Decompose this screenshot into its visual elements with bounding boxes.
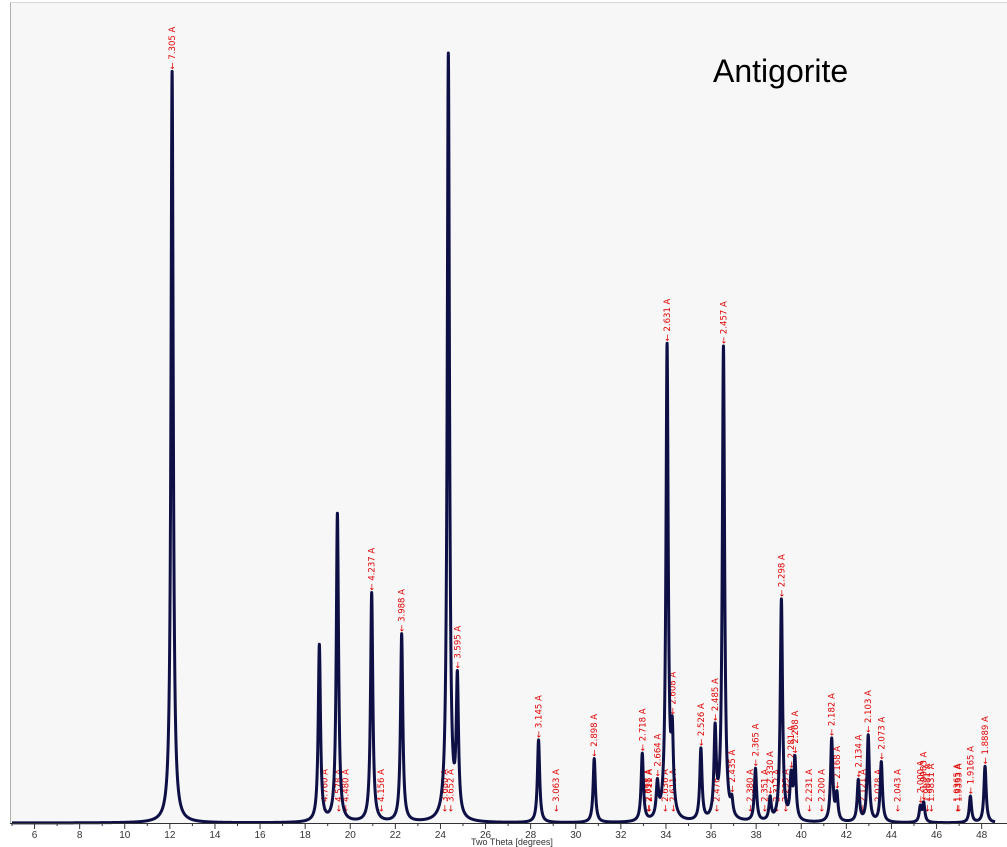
peak-label: ← 2.457 A — [720, 301, 730, 344]
x-tick-label: 32 — [615, 830, 627, 841]
chart-title: Antigorite — [713, 53, 848, 89]
diffraction-pattern-line — [10, 51, 997, 825]
peak-label: ← 7.305 A — [168, 27, 178, 70]
peak-label: ← 2.330 A — [766, 751, 776, 794]
x-tick-label: 40 — [796, 830, 808, 841]
peak-label: ← 2.631 A — [663, 298, 673, 341]
peak-label: ← 2.636 A — [661, 769, 671, 812]
peak-label: ← 2.608 A — [668, 672, 678, 715]
peak-label: ← 1.9881 A — [923, 763, 933, 811]
peak-label: ← 1.9365 A — [953, 763, 963, 811]
peak-label: ← 2.664 A — [653, 734, 663, 777]
peak-label: ← 2.168 A — [833, 746, 843, 789]
peak-label: ← 2.351 A — [761, 769, 771, 812]
x-tick-label: 18 — [300, 830, 312, 841]
peak-label: ← 4.156 A — [377, 769, 387, 812]
peak-label: ← 2.000 A — [916, 760, 926, 803]
x-tick-label: 22 — [390, 830, 402, 841]
peak-label: ← 2.898 A — [590, 714, 600, 757]
x-tick-label: 38 — [751, 830, 763, 841]
peak-label: ← 4.237 A — [368, 548, 378, 591]
peak-label: ← 4.578 A — [335, 769, 345, 812]
peak-label: ← 2.526 A — [697, 703, 707, 746]
peak-label: ← 3.145 A — [535, 695, 545, 738]
peak-label: ← 2.380 A — [746, 769, 756, 812]
peak-label: ← 3.595 A — [453, 626, 463, 669]
peak-label: ← 2.476 A — [713, 769, 723, 812]
peak-label: ← 1.9831 A — [927, 763, 937, 811]
peak-label: ← 3.988 A — [398, 589, 408, 632]
peak-label: ← 4.760 A — [320, 769, 330, 812]
x-tick-label: 28 — [525, 830, 537, 841]
peak-label: ← 3.063 A — [552, 769, 562, 812]
x-axis-ticks: 6 8 10 12 14 16 18 20 22 24 26 28 30 32 34 36 38 40 42 44 46… — [11, 823, 988, 841]
x-tick-label: 24 — [435, 830, 447, 841]
plot-background — [10, 2, 1007, 823]
x-tick-label: 34 — [660, 830, 672, 841]
peak-label: ← 2.298 A — [777, 554, 787, 597]
peak-label: ← 2.718 A — [638, 708, 648, 751]
x-tick-label: 16 — [254, 830, 266, 841]
peak-label: ← 2.268 A — [791, 711, 801, 754]
x-tick-label: 44 — [886, 830, 898, 841]
peak-label: ← 2.103 A — [864, 690, 874, 733]
x-tick-label: 12 — [164, 830, 176, 841]
x-tick-label: 8 — [77, 830, 83, 841]
x-tick-label: 36 — [705, 830, 717, 841]
peak-label: ← 2.073 A — [877, 717, 887, 760]
x-tick-label: 14 — [209, 830, 221, 841]
peak-label: ← 2.121 A — [859, 769, 869, 812]
peak-label: ← 3.680 A — [440, 769, 450, 812]
peak-label: ← 1.9333 A — [955, 763, 965, 811]
peak-label: ← 2.200 A — [818, 769, 828, 812]
x-tick-label: 48 — [976, 830, 988, 841]
peak-label: ← 1.8889 A — [981, 716, 991, 764]
peak-label: ← 2.231 A — [805, 769, 815, 812]
x-axis-title: Two Theta [degrees] — [471, 837, 553, 847]
x-tick-label: 10 — [119, 830, 131, 841]
peak-label: ← 4.480 A — [342, 769, 352, 812]
peak-label: ← 2.435 A — [728, 750, 738, 793]
peak-label: ← 2.182 A — [828, 693, 838, 736]
x-tick-label: 46 — [931, 830, 943, 841]
x-tick-label: 30 — [570, 830, 582, 841]
peak-label: ← 2.365 A — [752, 723, 762, 766]
x-tick-label: 6 — [32, 830, 38, 841]
peak-label: ← 2.295 A — [782, 769, 792, 812]
peak-label: ← 2.711 A — [645, 769, 655, 812]
peak-label: ← 3.652 A — [447, 769, 457, 812]
peak-label: ← 2.043 A — [893, 769, 903, 812]
peak-label: ← 1.9165 A — [966, 746, 976, 794]
x-tick-label: 26 — [480, 830, 492, 841]
peak-label: ← 2.134 A — [854, 734, 864, 777]
peak-label: ← 2.698 A — [644, 769, 654, 812]
peak-label: ← 2.281 A — [787, 725, 797, 768]
peak-label: ← 1.9983 A — [920, 752, 930, 800]
x-tick-label: 42 — [841, 830, 853, 841]
x-tick-label: 20 — [345, 830, 357, 841]
peak-label: ← 2.485 A — [711, 678, 721, 721]
